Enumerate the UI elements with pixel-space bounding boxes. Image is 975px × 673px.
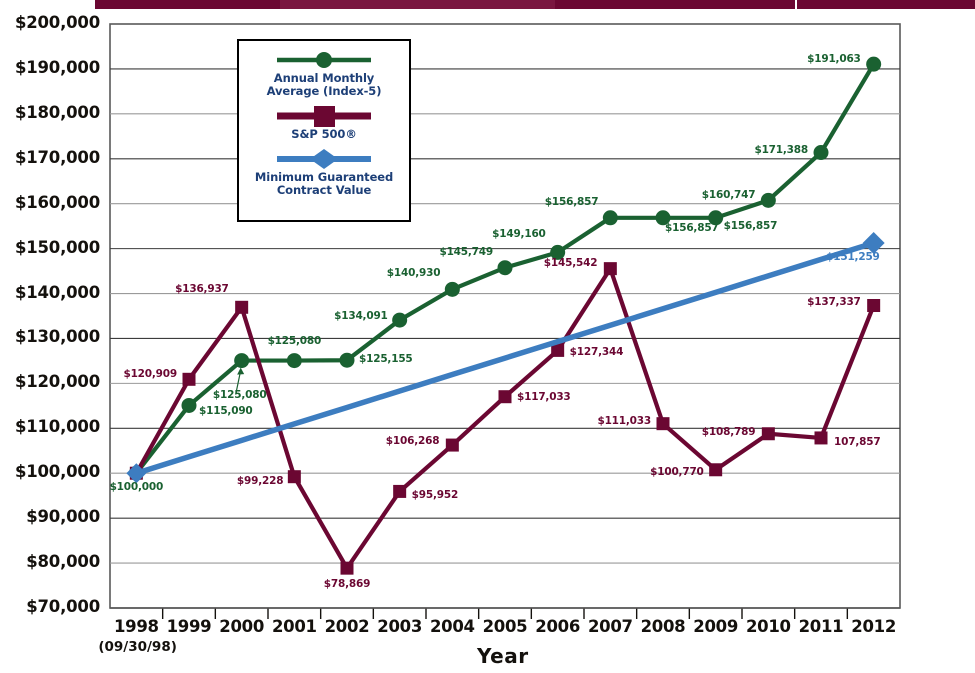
x-axis-tick-label: 2010 [745, 617, 791, 636]
data-point-label: $171,388 [754, 143, 808, 156]
x-axis-tick-label: 2001 [271, 617, 317, 636]
data-point-label: $156,857 [723, 219, 778, 232]
x-axis-tick-label: 2005 [482, 617, 528, 636]
y-axis-tick-label: $180,000 [14, 102, 100, 122]
x-axis-tick-label: 2007 [587, 617, 633, 636]
x-axis-tick-label: 2004 [429, 617, 475, 636]
series-square [129, 262, 881, 575]
y-axis-tick-label: $100,000 [14, 462, 100, 482]
data-point-label: $120,909 [123, 368, 177, 381]
data-point-label: $78,869 [323, 578, 371, 591]
y-axis-tick-label: $120,000 [14, 372, 100, 392]
data-point-label: $125,080 [212, 388, 267, 401]
data-point-label: $127,344 [569, 346, 624, 359]
data-point-label: $108,789 [701, 425, 756, 438]
data-point-label: $111,033 [597, 414, 651, 427]
data-point-label: $117,033 [517, 390, 571, 403]
data-point-label: $145,749 [439, 245, 493, 258]
x-axis-tick-label: 2009 [693, 617, 739, 636]
data-point-label: $156,857 [544, 195, 599, 208]
x-axis-tick-label: 1999 [166, 617, 212, 636]
y-axis-tick-label: $160,000 [14, 192, 100, 212]
data-point-label: $106,268 [385, 435, 440, 448]
data-point-label: $125,155 [359, 353, 413, 366]
x-axis-tick-label: 2012 [851, 617, 897, 636]
legend-item-diamond: Minimum Guaranteed Contract Value [239, 148, 409, 197]
y-axis-tick-label: $110,000 [14, 417, 100, 437]
y-axis-tick-label: $170,000 [14, 147, 100, 167]
data-point-label: $140,930 [386, 267, 441, 280]
legend-marker-diamond-icon [259, 148, 389, 170]
legend-item-square: S&P 500® [239, 105, 409, 141]
data-point-label: $125,080 [267, 334, 322, 347]
data-point-label: $191,063 [807, 53, 861, 66]
x-axis-title: Year [477, 644, 529, 668]
y-axis-tick-label: $200,000 [14, 13, 100, 32]
x-axis-tick-label: 2002 [324, 617, 370, 636]
data-point-label: $151,259 [826, 250, 880, 263]
data-point-label: $160,747 [701, 189, 756, 202]
y-axis-tick-label: $90,000 [26, 507, 100, 527]
x-axis-tick-label: 2000 [219, 617, 265, 636]
legend-marker-square-icon [259, 105, 389, 127]
data-point-label: $136,937 [175, 283, 229, 296]
legend-marker-circle-icon [259, 49, 389, 71]
data-point-label: $95,952 [411, 489, 459, 502]
data-point-label: $134,091 [334, 310, 388, 323]
y-axis-tick-label: $190,000 [14, 57, 100, 77]
top-accent-bar [95, 0, 975, 9]
data-point-label: $145,542 [543, 256, 598, 269]
legend-item-circle: Annual Monthly Average (Index-5) [239, 49, 409, 98]
legend-label: Minimum Guaranteed Contract Value [254, 170, 394, 197]
y-axis-tick-label: $130,000 [14, 327, 100, 347]
y-axis-tick-label: $150,000 [14, 237, 100, 257]
x-axis-tick-label: 2006 [535, 617, 581, 636]
data-point-label: $137,337 [807, 295, 861, 308]
x-axis-tick-label: 2008 [640, 617, 686, 636]
data-point-label: $156,857 [665, 221, 719, 234]
data-point-label: $100,770 [650, 465, 704, 478]
y-axis-tick-label: $80,000 [26, 552, 100, 572]
data-point-label: $115,090 [199, 405, 253, 418]
data-point-label: $100,000 [109, 481, 164, 494]
x-axis-tick-label: 1998 [113, 617, 159, 636]
x-axis-tick-label: 2011 [798, 617, 844, 636]
legend-label: Annual Monthly Average (Index-5) [266, 71, 382, 98]
chart-legend: Annual Monthly Average (Index-5) S&P 500®… [237, 39, 411, 222]
x-axis-tick-label: 2003 [377, 617, 423, 636]
x-axis-sublabel: (09/30/98) [98, 639, 177, 655]
data-point-label: $149,160 [492, 228, 546, 241]
legend-label: S&P 500® [291, 127, 357, 141]
series-diamond [126, 231, 885, 484]
y-axis-tick-label: $140,000 [14, 282, 100, 302]
data-point-label: 107,857 [834, 435, 881, 448]
data-point-label: $99,228 [236, 474, 284, 487]
y-axis-tick-label: $70,000 [26, 597, 100, 616]
